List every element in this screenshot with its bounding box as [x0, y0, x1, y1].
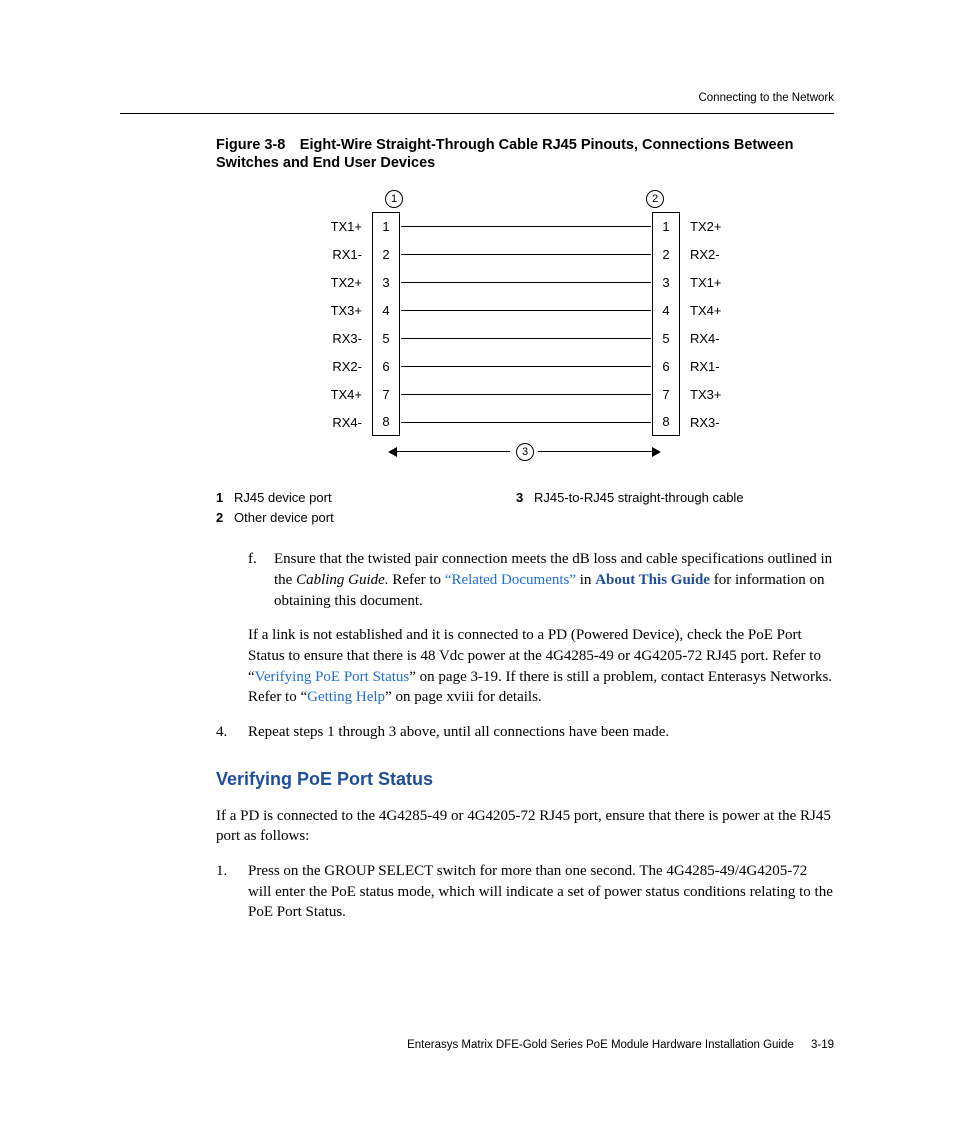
pin-row: TX1+ 1 1 TX2+ — [316, 212, 736, 240]
signal-right: RX1- — [680, 359, 736, 374]
signal-right: TX3+ — [680, 387, 736, 402]
link-verifying-poe[interactable]: Verifying PoE Port Status — [255, 669, 410, 685]
paragraph: If a link is not established and it is c… — [248, 625, 834, 708]
pin-row: RX1- 2 2 RX2- — [316, 240, 736, 268]
signal-right: TX4+ — [680, 303, 736, 318]
pin-right: 1 — [652, 212, 680, 240]
pin-right: 8 — [652, 408, 680, 436]
signal-right: RX4- — [680, 331, 736, 346]
signal-right: RX2- — [680, 247, 736, 262]
circle-2-icon: 2 — [646, 190, 664, 208]
legend-num: 3 — [516, 488, 534, 508]
figure-caption: Figure 3-8 Eight-Wire Straight-Through C… — [216, 136, 834, 172]
signal-left: TX4+ — [316, 387, 372, 402]
arrow-line — [396, 451, 510, 452]
body-text: f. Ensure that the twisted pair connecti… — [120, 549, 834, 923]
pin-left: 7 — [372, 380, 400, 408]
pin-row: RX4- 8 8 RX3- — [316, 408, 736, 436]
circle-3-icon: 3 — [516, 443, 534, 461]
signal-left: TX2+ — [316, 275, 372, 290]
pin-left: 1 — [372, 212, 400, 240]
step-1: 1. Press on the GROUP SELECT switch for … — [216, 861, 834, 923]
pin-right: 2 — [652, 240, 680, 268]
pin-right: 7 — [652, 380, 680, 408]
circle-1-icon: 1 — [385, 190, 403, 208]
diagram-legend: 1 RJ45 device port 2 Other device port 3… — [216, 488, 834, 527]
pin-left: 2 — [372, 240, 400, 268]
callout-3: 3 — [516, 443, 534, 461]
wire — [401, 254, 651, 255]
callout-1: 1 — [385, 190, 403, 208]
signal-left: TX3+ — [316, 303, 372, 318]
wire — [401, 338, 651, 339]
arrow-left-icon — [388, 447, 397, 457]
signal-right: TX2+ — [680, 219, 736, 234]
legend-num: 2 — [216, 508, 234, 528]
paragraph: Ensure that the twisted pair connection … — [274, 549, 834, 611]
wire — [401, 394, 651, 395]
signal-right: RX3- — [680, 415, 736, 430]
signal-left: RX2- — [316, 359, 372, 374]
page-number: 3-19 — [811, 1039, 834, 1051]
legend-text: Other device port — [234, 508, 334, 528]
pin-left: 3 — [372, 268, 400, 296]
link-related-documents[interactable]: “Related Documents” — [445, 572, 576, 588]
pin-left: 6 — [372, 352, 400, 380]
header-rule — [120, 113, 834, 114]
list-marker: f. — [248, 549, 274, 611]
legend-text: RJ45-to-RJ45 straight-through cable — [534, 488, 744, 508]
pin-right: 6 — [652, 352, 680, 380]
text: Refer to — [389, 572, 445, 588]
page: Connecting to the Network Figure 3-8 Eig… — [0, 0, 954, 1123]
wire — [401, 226, 651, 227]
substep-f: f. Ensure that the twisted pair connecti… — [248, 549, 834, 611]
arrow-right-icon — [652, 447, 661, 457]
pin-left: 5 — [372, 324, 400, 352]
signal-left: RX4- — [316, 415, 372, 430]
legend-num: 1 — [216, 488, 234, 508]
wire — [401, 282, 651, 283]
text: in — [576, 572, 595, 588]
pin-row: RX2- 6 6 RX1- — [316, 352, 736, 380]
link-getting-help[interactable]: Getting Help — [307, 689, 385, 705]
pin-left: 4 — [372, 296, 400, 324]
wire — [401, 310, 651, 311]
wire — [401, 366, 651, 367]
pin-right: 5 — [652, 324, 680, 352]
legend-text: RJ45 device port — [234, 488, 332, 508]
signal-left: TX1+ — [316, 219, 372, 234]
list-marker: 1. — [216, 861, 248, 923]
arrow-line — [538, 451, 652, 452]
pin-right: 3 — [652, 268, 680, 296]
paragraph: If a PD is connected to the 4G4285-49 or… — [216, 806, 834, 847]
callout-2: 2 — [646, 190, 664, 208]
signal-left: RX3- — [316, 331, 372, 346]
text: ” on page xviii for details. — [385, 689, 542, 705]
pin-row: TX3+ 4 4 TX4+ — [316, 296, 736, 324]
pin-row: TX4+ 7 7 TX3+ — [316, 380, 736, 408]
step-4: 4. Repeat steps 1 through 3 above, until… — [216, 722, 834, 743]
pin-row: RX3- 5 5 RX4- — [316, 324, 736, 352]
pin-right: 4 — [652, 296, 680, 324]
page-footer: Enterasys Matrix DFE-Gold Series PoE Mod… — [407, 1039, 834, 1051]
wire — [401, 422, 651, 423]
signal-left: RX1- — [316, 247, 372, 262]
paragraph: Press on the GROUP SELECT switch for mor… — [248, 861, 834, 923]
text-italic: Cabling Guide. — [296, 572, 389, 588]
pinout-diagram: 1 2 TX1+ 1 1 TX2+ RX1- 2 2 RX2- — [216, 190, 836, 480]
signal-right: TX1+ — [680, 275, 736, 290]
paragraph: Repeat steps 1 through 3 above, until al… — [248, 722, 669, 743]
content: Figure 3-8 Eight-Wire Straight-Through C… — [120, 136, 834, 923]
footer-title: Enterasys Matrix DFE-Gold Series PoE Mod… — [407, 1039, 794, 1051]
pin-row: TX2+ 3 3 TX1+ — [316, 268, 736, 296]
running-header: Connecting to the Network — [698, 92, 834, 104]
list-marker: 4. — [216, 722, 248, 743]
heading-verifying-poe: Verifying PoE Port Status — [216, 767, 834, 792]
pin-left: 8 — [372, 408, 400, 436]
link-about-this-guide[interactable]: About This Guide — [595, 572, 710, 588]
